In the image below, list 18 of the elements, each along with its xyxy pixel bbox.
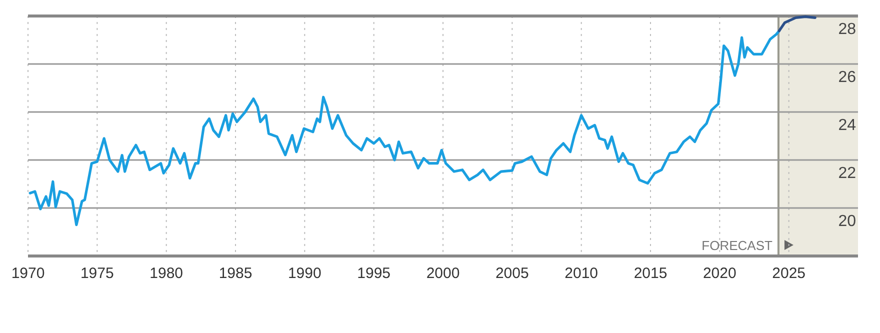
y-tick-label: 28 [838, 21, 856, 38]
x-tick-label: 1995 [357, 265, 391, 282]
x-tick-label: 2020 [702, 265, 736, 282]
x-tick-label: 1990 [288, 265, 322, 282]
x-tick-label: 2000 [426, 265, 460, 282]
y-tick-label: 20 [838, 213, 856, 230]
x-tick-label: 1970 [11, 265, 45, 282]
y-tick-label: 22 [838, 165, 856, 182]
x-tick-label: 1975 [80, 265, 114, 282]
x-tick-label: 2015 [634, 265, 668, 282]
y-tick-label: 26 [838, 69, 856, 86]
x-tick-label: 2005 [495, 265, 529, 282]
x-tick-label: 2010 [564, 265, 598, 282]
band-label: FORECAST [702, 238, 773, 253]
y-tick-label: 24 [838, 117, 856, 134]
x-tick-label: 2025 [772, 265, 806, 282]
x-tick-label: 1980 [150, 265, 184, 282]
x-tick-label: 1985 [218, 265, 252, 282]
